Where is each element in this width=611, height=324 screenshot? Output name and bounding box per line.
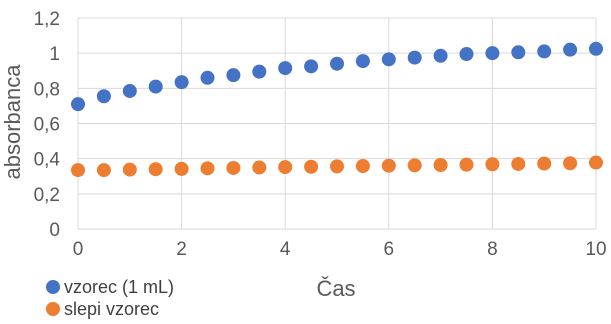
data-point	[96, 89, 111, 104]
data-point	[226, 160, 241, 175]
legend-marker-series-1	[46, 280, 60, 294]
y-tick-label: 0,6	[34, 115, 60, 136]
data-point	[148, 162, 163, 177]
legend-label-series-1: vzorec (1 mL)	[64, 277, 175, 297]
series-1	[71, 41, 603, 112]
x-tick-label: 8	[487, 239, 498, 260]
data-point	[355, 54, 370, 69]
legend: vzorec (1 mL) slepi vzorec	[46, 276, 174, 320]
data-point	[589, 41, 603, 56]
data-point	[96, 163, 111, 178]
data-point	[71, 97, 85, 112]
y-tick-label: 0,8	[34, 79, 60, 100]
data-point	[589, 155, 603, 170]
data-point	[71, 163, 85, 178]
data-point	[330, 56, 344, 71]
legend-label-series-2: slepi vzorec	[64, 299, 160, 319]
x-tick-label: 6	[384, 239, 395, 260]
data-point	[381, 158, 396, 173]
data-point	[200, 70, 215, 85]
data-point	[537, 156, 552, 171]
x-tick-label: 10	[585, 239, 606, 260]
data-point	[200, 161, 215, 176]
legend-item-series-1: vzorec (1 mL)	[46, 276, 174, 298]
x-tick-label: 0	[73, 239, 84, 260]
data-point	[278, 160, 293, 175]
legend-item-series-2: slepi vzorec	[46, 298, 174, 320]
data-point	[381, 52, 396, 67]
x-axis-title: Čas	[316, 276, 355, 301]
data-point	[563, 42, 578, 57]
data-point	[122, 83, 137, 98]
data-point	[459, 47, 474, 62]
data-point	[459, 157, 474, 172]
y-tick-labels: 0 0,2 0,4 0,6 0,8 1 1,2	[34, 9, 61, 241]
legend-marker-series-2	[46, 302, 60, 316]
y-tick-label: 1,2	[34, 9, 60, 30]
data-point	[252, 160, 267, 175]
data-point	[304, 159, 319, 174]
data-point	[148, 79, 163, 94]
series-2	[71, 155, 603, 178]
data-point	[433, 48, 448, 63]
data-point	[407, 158, 422, 173]
y-axis-title: absorbanca	[0, 64, 25, 180]
y-tick-label: 0	[49, 220, 60, 241]
data-point	[252, 64, 267, 79]
data-point	[174, 75, 189, 90]
x-tick-label: 4	[280, 239, 291, 260]
y-tick-label: 1	[49, 44, 60, 65]
data-point	[278, 61, 293, 76]
data-point	[407, 50, 422, 65]
data-point	[355, 159, 370, 174]
data-point	[304, 59, 319, 74]
y-tick-label: 0,4	[34, 150, 61, 171]
x-tick-label: 2	[176, 239, 187, 260]
data-point	[511, 156, 526, 171]
data-point	[511, 45, 526, 60]
data-point	[537, 44, 552, 59]
data-point	[485, 157, 500, 172]
data-points	[71, 41, 603, 178]
x-tick-labels: 0 2 4 6 8 10	[73, 239, 607, 260]
data-point	[485, 46, 500, 61]
data-point	[433, 157, 448, 172]
y-tick-label: 0,2	[34, 185, 60, 206]
data-point	[563, 156, 578, 171]
data-point	[226, 68, 241, 83]
data-point	[330, 159, 344, 174]
data-point	[122, 162, 137, 177]
data-point	[174, 161, 189, 176]
